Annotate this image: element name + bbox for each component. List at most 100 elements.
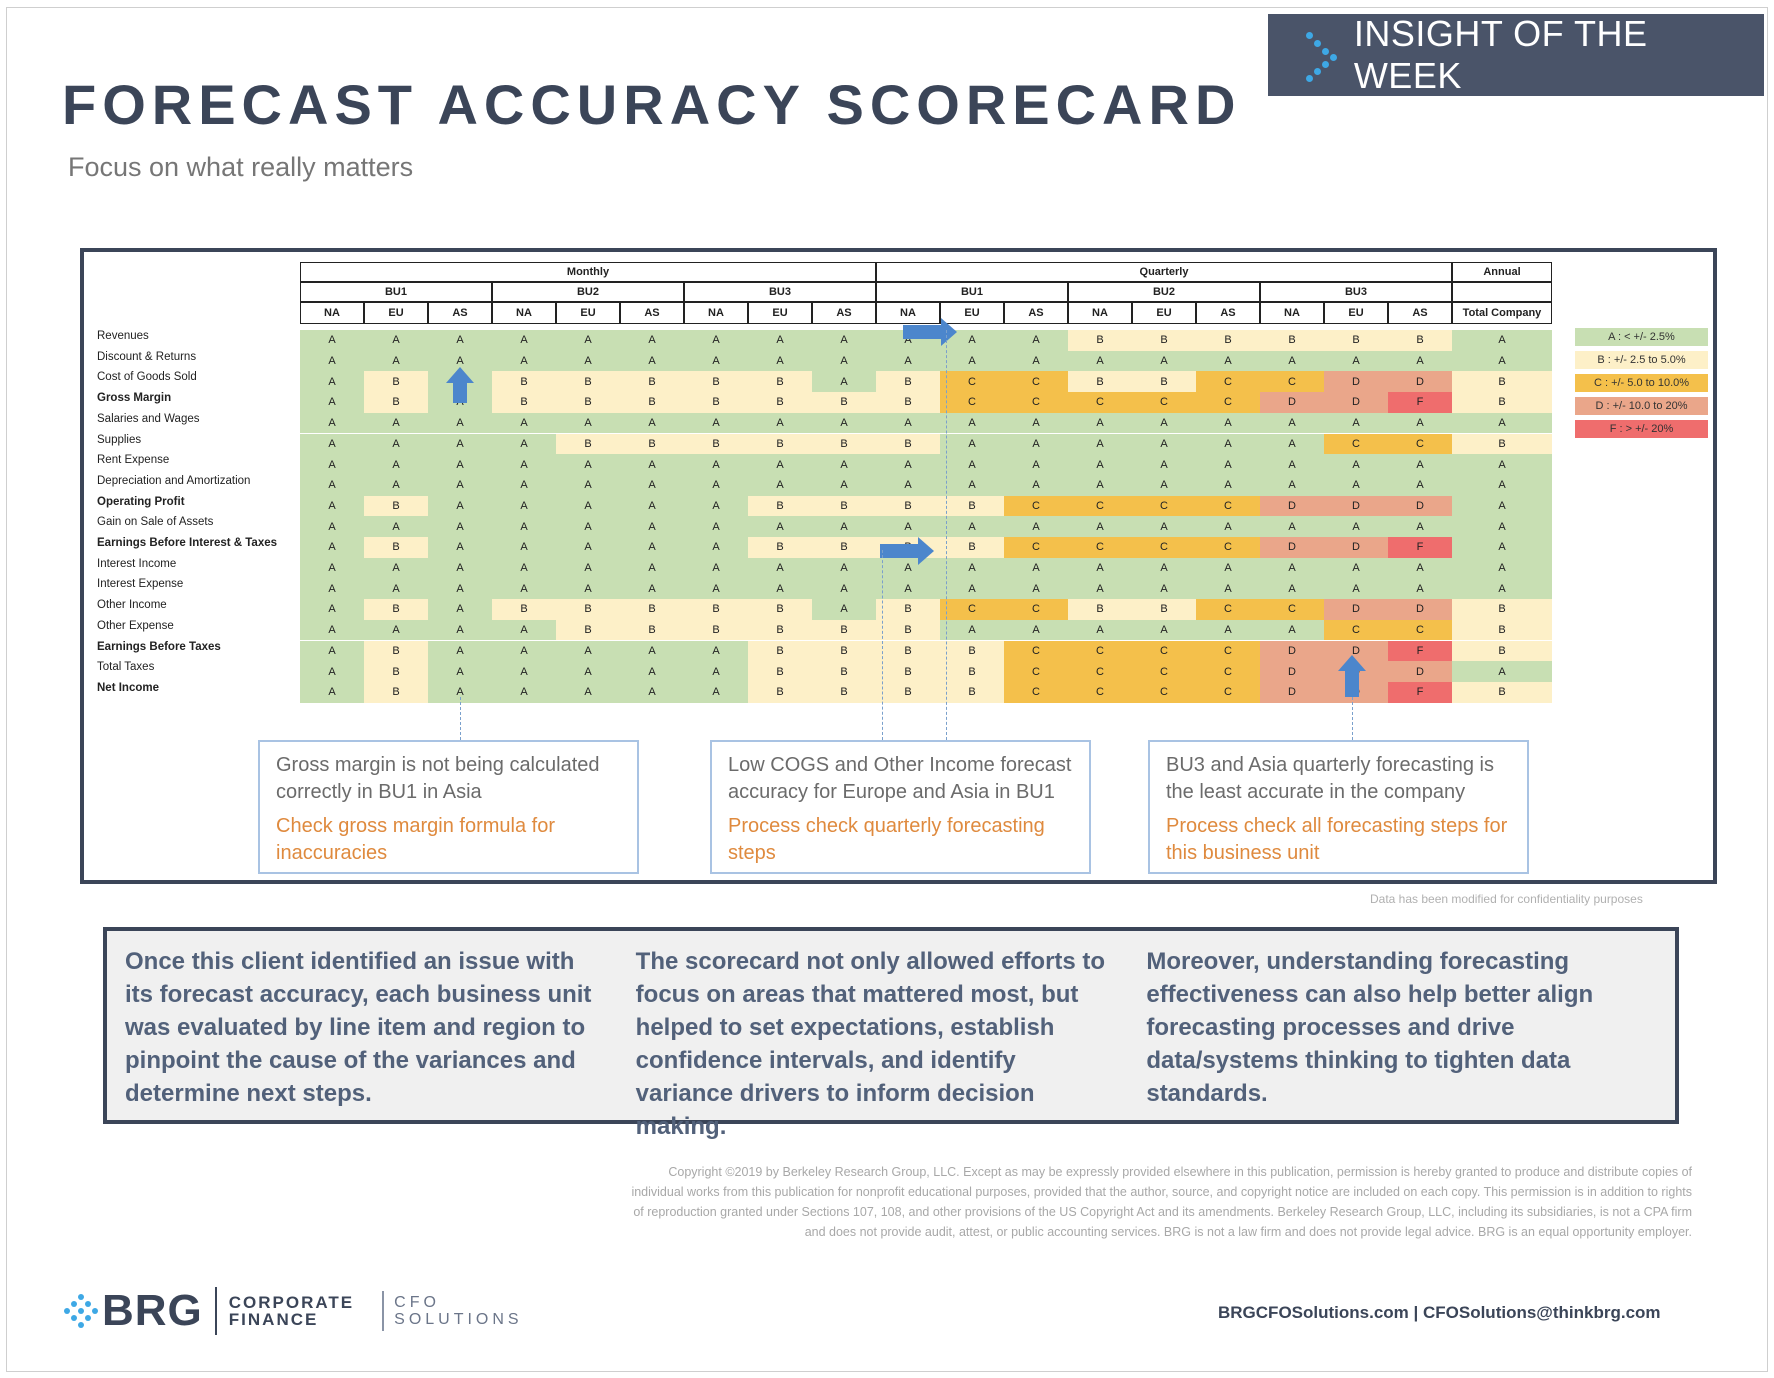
grade-cell: A	[684, 454, 748, 475]
grade-cell: B	[940, 640, 1004, 662]
row-label: Other Income	[97, 599, 167, 612]
grade-cell: A	[492, 557, 556, 579]
grade-cell: F	[1388, 392, 1452, 413]
grade-cell: B	[748, 537, 812, 558]
arrow-right-icon	[903, 318, 957, 346]
grade-cell: A	[1196, 516, 1260, 537]
grade-cell: A	[428, 474, 492, 496]
grade-cell: A	[428, 495, 492, 517]
row-label: Gross Margin	[97, 392, 172, 405]
row-label: Revenues	[97, 330, 149, 342]
grade-cell: A	[620, 537, 684, 558]
grade-cell: A	[1132, 619, 1196, 641]
business-unit-header: BU1	[876, 282, 1068, 302]
grade-cell: B	[748, 681, 812, 703]
grade-cell: B	[620, 599, 684, 620]
grade-cell: A	[1196, 454, 1260, 475]
logo-cfo-solutions: CFO SOLUTIONS	[394, 1294, 522, 1328]
grade-cell: A	[1068, 557, 1132, 579]
grade-cell: C	[1196, 661, 1260, 682]
grade-cell: A	[428, 350, 492, 372]
row-label: Cost of Goods Sold	[97, 371, 197, 384]
grade-cell: A	[748, 350, 812, 372]
grade-cell: B	[876, 433, 940, 455]
grade-cell: B	[876, 392, 940, 413]
grade-cell: A	[748, 330, 812, 351]
grade-cell: A	[1260, 433, 1324, 455]
grade-cell: A	[1452, 661, 1552, 682]
row-label: Discount & Returns	[97, 350, 197, 363]
grade-cell: A	[428, 578, 492, 600]
brg-logo-icon	[64, 1294, 98, 1328]
grade-cell: B	[748, 619, 812, 641]
grade-cell: B	[364, 371, 428, 393]
grade-cell: A	[1196, 557, 1260, 579]
grade-cell: D	[1260, 537, 1324, 558]
grade-cell: A	[876, 454, 940, 475]
grade-cell: A	[940, 412, 1004, 434]
grade-cell: A	[492, 661, 556, 682]
grade-cell: B	[940, 537, 1004, 558]
callout-connector	[946, 330, 947, 740]
grade-cell: A	[364, 619, 428, 641]
grade-cell: B	[812, 619, 876, 641]
grade-cell: B	[556, 619, 620, 641]
grade-cell: A	[1196, 412, 1260, 434]
grade-cell: B	[492, 599, 556, 620]
grade-cell: A	[1004, 619, 1068, 641]
grade-cell: A	[556, 537, 620, 558]
grade-cell: A	[1132, 433, 1196, 455]
region-header: NA	[492, 302, 556, 324]
legend-item: A : < +/- 2.5%	[1575, 328, 1708, 346]
grade-cell: C	[1196, 392, 1260, 413]
grade-cell: C	[1388, 619, 1452, 641]
grade-cell: A	[428, 681, 492, 703]
callout-action: Process check all forecasting steps for …	[1166, 815, 1508, 864]
grade-cell: D	[1260, 495, 1324, 517]
grade-cell: B	[684, 599, 748, 620]
callout-connector	[882, 550, 883, 740]
grade-cell: B	[492, 371, 556, 393]
grade-cell: A	[812, 454, 876, 475]
grade-cell: A	[1132, 516, 1196, 537]
region-header: EU	[364, 302, 428, 324]
callout-finding: Gross margin is not being calculated cor…	[276, 754, 600, 803]
grade-cell: B	[1324, 330, 1388, 351]
grade-cell: A	[1068, 433, 1132, 455]
arrow-up-icon	[446, 367, 474, 403]
grade-cell: A	[1004, 454, 1068, 475]
grade-cell: B	[364, 599, 428, 620]
grade-cell: B	[812, 433, 876, 455]
grade-cell: A	[1324, 474, 1388, 496]
grade-cell: B	[876, 661, 940, 682]
page-title: FORECAST ACCURACY SCORECARD	[62, 73, 1242, 136]
grade-cell: A	[876, 412, 940, 434]
callout-action: Check gross margin formula for inaccurac…	[276, 815, 555, 864]
grade-cell: B	[1452, 433, 1552, 455]
grade-cell: B	[812, 661, 876, 682]
grade-cell: A	[1004, 516, 1068, 537]
grade-cell: A	[556, 661, 620, 682]
summary-column: Once this client identified an issue wit…	[125, 948, 592, 1107]
grade-cell: B	[812, 681, 876, 703]
period-header: Quarterly	[876, 262, 1452, 282]
grade-cell: A	[1452, 330, 1552, 351]
grade-cell: A	[364, 474, 428, 496]
grade-cell: A	[364, 412, 428, 434]
region-header: EU	[748, 302, 812, 324]
grade-cell: C	[1132, 392, 1196, 413]
grade-cell: A	[428, 537, 492, 558]
grade-cell: A	[1260, 578, 1324, 600]
row-label: Operating Profit	[97, 495, 185, 508]
logo-divider	[214, 1287, 217, 1335]
region-header: NA	[1260, 302, 1324, 324]
grade-cell: A	[1388, 412, 1452, 434]
grade-cell: A	[556, 640, 620, 662]
callout-finding: Low COGS and Other Income forecast accur…	[728, 754, 1072, 803]
grade-cell: A	[940, 350, 1004, 372]
grade-cell: A	[1452, 412, 1552, 434]
legend-item: C : +/- 5.0 to 10.0%	[1575, 374, 1708, 392]
grade-cell: A	[1260, 350, 1324, 372]
insight-badge: INSIGHT OF THE WEEK	[1268, 13, 1764, 96]
grade-cell: A	[620, 578, 684, 600]
